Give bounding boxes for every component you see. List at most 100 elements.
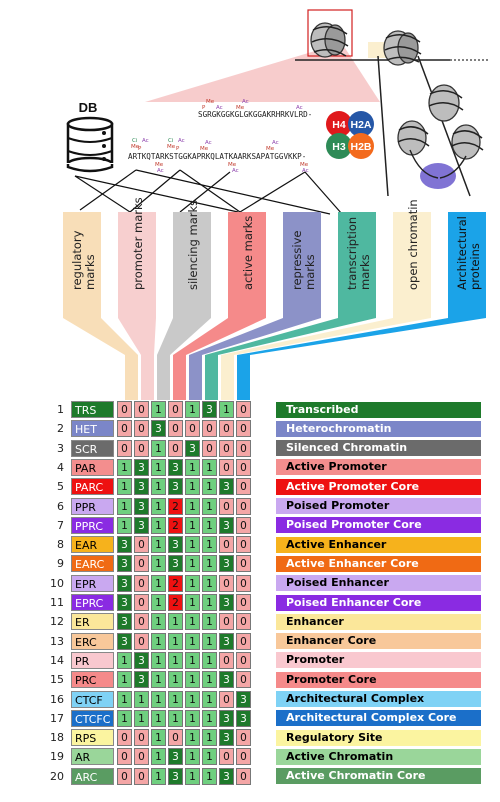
state-value-cell: 0: [134, 555, 149, 573]
chromatin-diagram: DB SGRGKGGKGLGKGGAKRHRKVLRD- ARTKQTARKST…: [63, 9, 490, 400]
state-name: Active Enhancer: [276, 536, 481, 553]
state-value-cell: 1: [151, 651, 166, 669]
category-regulatory-marks: regulatorymarks: [63, 212, 138, 400]
mark-label-ac: Ac: [232, 168, 239, 174]
state-value-cell: 1: [151, 497, 166, 515]
state-number: 11: [50, 596, 64, 609]
nucleosome-pair-top: [310, 22, 422, 66]
state-number: 3: [57, 441, 64, 455]
state-value-cell: 3: [117, 613, 132, 631]
state-value-cell: 1: [185, 671, 200, 689]
state-value-cell: 0: [236, 767, 251, 785]
state-value-cell: 1: [185, 497, 200, 515]
state-value-cell: 0: [219, 420, 234, 438]
state-value-cell: 3: [219, 767, 234, 785]
state-name: Heterochromatin: [276, 420, 481, 437]
state-value-cell: 3: [219, 632, 234, 650]
state-value-cell: 1: [202, 632, 217, 650]
state-name: Enhancer Core: [276, 633, 481, 650]
state-value-cell: 1: [151, 613, 166, 631]
state-value-cell: 1: [185, 767, 200, 785]
state-value-cell: 3: [117, 536, 132, 554]
state-number: 6: [57, 499, 64, 513]
state-name: Poised Enhancer Core: [276, 594, 481, 611]
category-architectural-proteins: Architecturalproteins: [237, 212, 486, 400]
state-value-cell: 0: [236, 729, 251, 747]
state-value-cell: 0: [185, 420, 200, 438]
state-name: Poised Promoter Core: [276, 517, 481, 534]
h4-sequence: SGRGKGGKGLGKGGAKRHRKVLRD-: [198, 110, 312, 119]
category-transcription-marks: transcriptionmarks: [205, 212, 376, 400]
table-row: 10 EPR 3 0 1 2 1 1 0 0 Poised Enhancer: [0, 574, 500, 593]
table-row: 16 CTCF 1 1 1 1 1 1 0 3 Architectural Complex: [0, 690, 500, 709]
state-value-cell: 1: [202, 767, 217, 785]
state-value-cell: 0: [117, 767, 132, 785]
state-value-cell: 1: [151, 536, 166, 554]
mark-label-ac: Ac: [205, 140, 212, 146]
state-value-cell: 0: [236, 594, 251, 611]
mark-label-me: Me: [200, 146, 209, 152]
table-row: 1 TRS 0 0 1 0 1 3 1 0 Transcribed: [0, 400, 500, 419]
state-value-cell: 1: [151, 632, 166, 650]
state-value-cell: 0: [236, 748, 251, 766]
state-number: 15: [50, 673, 64, 687]
state-value-cell: 0: [236, 555, 251, 573]
zoom-triangle: [145, 48, 380, 102]
state-number: 16: [50, 692, 64, 706]
mark-label-ac: Ac: [142, 138, 149, 144]
state-value-cell: 1: [202, 748, 217, 766]
state-number: 5: [57, 480, 64, 494]
state-value-cell: 1: [185, 709, 200, 727]
h2b-label: H2B: [350, 141, 371, 153]
mark-label-me: Me: [167, 144, 176, 150]
mark-label-me: Me: [266, 146, 275, 152]
mark-categories: regulatorymarks promoter marks silencing m…: [63, 197, 486, 400]
table-row: 13 ERC 3 0 1 1 1 1 3 0 Enhancer Core: [0, 632, 500, 651]
state-value-cell: 1: [117, 709, 132, 727]
state-value-cell: 0: [134, 594, 149, 611]
state-value-cell: 0: [117, 729, 132, 747]
category-label: silencing marks: [186, 200, 200, 290]
state-number: 8: [57, 538, 64, 552]
mark-label-ac: Ac: [302, 168, 309, 174]
state-value-cell: 0: [134, 767, 149, 785]
state-abbr: RPS: [71, 729, 114, 747]
state-name: Architectural Complex Core: [276, 710, 481, 727]
mark-label-ac: Ac: [296, 105, 303, 111]
state-value-cell: 1: [185, 458, 200, 476]
state-value-cell: 3: [168, 478, 183, 496]
state-value-cell: 1: [151, 594, 166, 611]
state-value-cell: 1: [185, 748, 200, 766]
state-value-cell: 3: [134, 478, 149, 496]
table-row: 7 PPRC 1 3 1 2 1 1 3 0 Poised Promoter Core: [0, 516, 500, 535]
state-abbr: CTCF: [71, 690, 114, 708]
state-value-cell: 1: [202, 594, 217, 611]
state-value-cell: 0: [202, 420, 217, 438]
state-abbr: PAR: [71, 458, 114, 476]
state-value-cell: 1: [134, 709, 149, 727]
state-value-cell: 1: [151, 709, 166, 727]
state-value-cell: 0: [236, 671, 251, 689]
mark-label-ac: Ac: [216, 105, 223, 111]
state-number: 9: [57, 557, 64, 571]
state-value-cell: 0: [219, 439, 234, 457]
state-value-cell: 1: [202, 651, 217, 669]
state-value-cell: 3: [168, 555, 183, 573]
state-value-cell: 2: [168, 497, 183, 515]
table-row: 18 RPS 0 0 1 0 1 1 3 0 Regulatory Site: [0, 728, 500, 747]
state-value-cell: 1: [202, 690, 217, 708]
state-name: Active Chromatin Core: [276, 768, 481, 785]
category-promoter-marks: promoter marks: [118, 197, 156, 400]
state-value-cell: 1: [185, 401, 200, 418]
mark-label-ac: Ac: [272, 140, 279, 146]
state-value-cell: 1: [185, 613, 200, 631]
state-value-cell: 1: [151, 555, 166, 573]
state-name: Active Promoter Core: [276, 478, 481, 495]
table-row: 19 AR 0 0 1 3 1 1 0 0 Active Chromatin: [0, 747, 500, 766]
state-abbr: EARC: [71, 555, 114, 573]
state-value-cell: 1: [202, 516, 217, 534]
state-name: Promoter Core: [276, 671, 481, 688]
state-value-cell: 1: [151, 516, 166, 534]
state-value-cell: 1: [185, 729, 200, 747]
